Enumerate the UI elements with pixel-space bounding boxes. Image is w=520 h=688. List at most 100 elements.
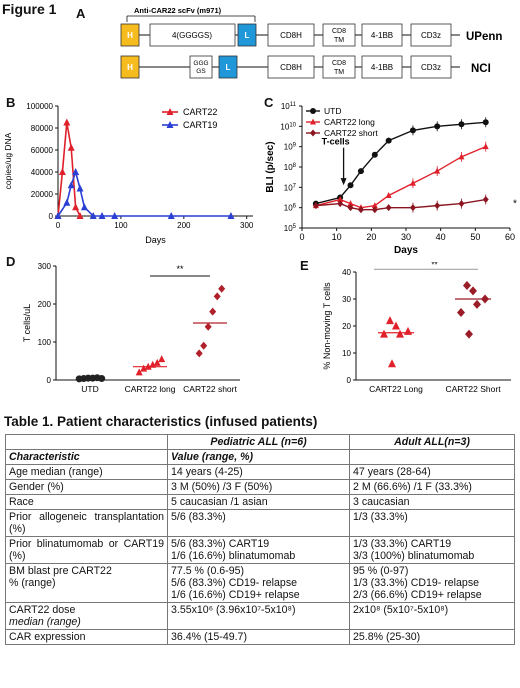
chart-d: 0 100 200 300 T cells/uL UTD CART22 long CART22… [22, 262, 240, 394]
data-point [135, 368, 143, 376]
data-point [473, 299, 481, 309]
table-row: Prior blinatumomab or CART19 (%) 5/6 (83… [5, 536, 515, 564]
data-point [385, 137, 392, 144]
panel-d-label: D [6, 254, 16, 269]
data-point [140, 364, 148, 372]
y-tick-label: 107 [284, 183, 297, 192]
y-tick-label: 20000 [31, 190, 54, 199]
panel-e-label: E [300, 258, 309, 273]
y-axis-label: copies/ug DNA [3, 132, 13, 189]
col-pediatric-header: Pediatric ALL (n=6) [167, 434, 350, 450]
linker-box-nci [189, 55, 213, 79]
x-category-label: UTD [81, 384, 98, 394]
data-point [218, 284, 226, 293]
cd8h-box-upenn [267, 23, 315, 47]
svg-text:4-1BB: 4-1BB [371, 63, 393, 72]
data-point [347, 200, 354, 207]
arrow-head [340, 178, 347, 186]
data-point [209, 307, 217, 316]
y-tick-label: 30 [342, 295, 351, 304]
svg-text:TM: TM [334, 69, 344, 76]
series-line-cart22 [57, 122, 81, 217]
svg-text:CD3z: CD3z [421, 63, 441, 72]
series-line [315, 146, 487, 209]
significance-star: * [513, 199, 517, 210]
linker-box-upenn [149, 23, 236, 47]
legend-label: CART19 [183, 120, 217, 130]
svg-text:CD3z: CD3z [421, 31, 441, 40]
data-point [457, 308, 465, 317]
x-tick-label: 300 [240, 221, 254, 230]
chart-c: 105 106 107 108 109 1010 1011 0 10 20 30 40 50 60 Days… [265, 102, 517, 256]
data-point [371, 206, 378, 214]
y-tick-label: 109 [284, 143, 297, 152]
data-point [465, 329, 473, 339]
svg-text:H: H [127, 31, 133, 40]
legend-marker [310, 118, 316, 125]
data-point [76, 184, 84, 192]
svg-text:CD8: CD8 [332, 60, 346, 67]
x-tick-label: 40 [436, 232, 446, 242]
y-tick-label: 1011 [281, 102, 297, 111]
x-category-label: CART22 long [125, 384, 176, 394]
y-tick-label: 10 [342, 349, 351, 358]
y-axis-label: % Non-moving T cells [322, 282, 332, 370]
cd3z-box-nci [410, 55, 452, 79]
panel-c-label: C [264, 95, 274, 110]
data-point [386, 316, 394, 325]
data-point [63, 118, 71, 126]
patient-table: Pediatric ALL (n=6) Adult ALL(n=3) Chara… [5, 434, 515, 645]
panel-a-label: A [76, 6, 86, 21]
x-axis-label: Days [394, 245, 418, 256]
y-tick-label: 100000 [26, 102, 53, 111]
series-line [315, 198, 486, 211]
x-tick-label: 200 [177, 221, 191, 230]
chart-e: 0 10 20 30 40 % Non-moving T cells CART22 Long… [322, 262, 511, 394]
svg-text:CD8: CD8 [332, 28, 346, 35]
data-point [347, 204, 354, 212]
y-tick-label: 60000 [31, 146, 54, 155]
svg-text:CD8H: CD8H [280, 63, 302, 72]
data-point [463, 281, 471, 290]
data-point [98, 374, 106, 382]
data-point [54, 212, 62, 219]
data-point [204, 322, 212, 331]
y-tick-label: 105 [284, 224, 297, 233]
data-point [158, 355, 166, 363]
data-point [89, 212, 97, 219]
y-tick-label: 1010 [280, 122, 296, 131]
figure-title: Figure 1 [2, 1, 57, 17]
y-tick-label: 0 [49, 212, 54, 221]
data-point [385, 191, 392, 198]
svg-text:4(GGGGS): 4(GGGGS) [172, 31, 212, 40]
data-point [98, 212, 106, 219]
data-point [149, 360, 157, 368]
data-point [312, 202, 319, 210]
svg-text:GGG: GGG [193, 60, 208, 67]
svg-text:TM: TM [334, 37, 344, 44]
x-tick-label: 60 [505, 232, 515, 242]
y-tick-label: 200 [38, 300, 52, 309]
x-tick-label: 0 [299, 232, 304, 242]
h-box-nci [120, 55, 140, 79]
y-tick-label: 106 [284, 204, 297, 213]
x-tick-label: 20 [366, 232, 376, 242]
data-point [67, 143, 75, 151]
data-point [227, 212, 235, 219]
41bb-box-nci [361, 55, 403, 79]
data-point [357, 206, 364, 214]
cd8tm-box-nci [322, 55, 356, 79]
data-point [80, 203, 88, 211]
panel-b-label: B [6, 95, 16, 110]
table-row: Age median (range) 14 years (4-25) 47 year… [5, 464, 515, 480]
data-point [63, 198, 71, 206]
chart-b: 0 20000 40000 60000 80000 100000 0 100 200 300 Day… [3, 102, 254, 245]
data-point [58, 168, 66, 175]
data-point [213, 292, 221, 301]
y-tick-label: 0 [347, 376, 352, 385]
data-point [371, 202, 378, 209]
tcells-annotation: T-cells [322, 137, 350, 147]
legend-marker [166, 121, 174, 128]
h-box-upenn [120, 23, 140, 47]
table-header-row: Pediatric ALL (n=6) Adult ALL(n=3) [5, 434, 515, 450]
